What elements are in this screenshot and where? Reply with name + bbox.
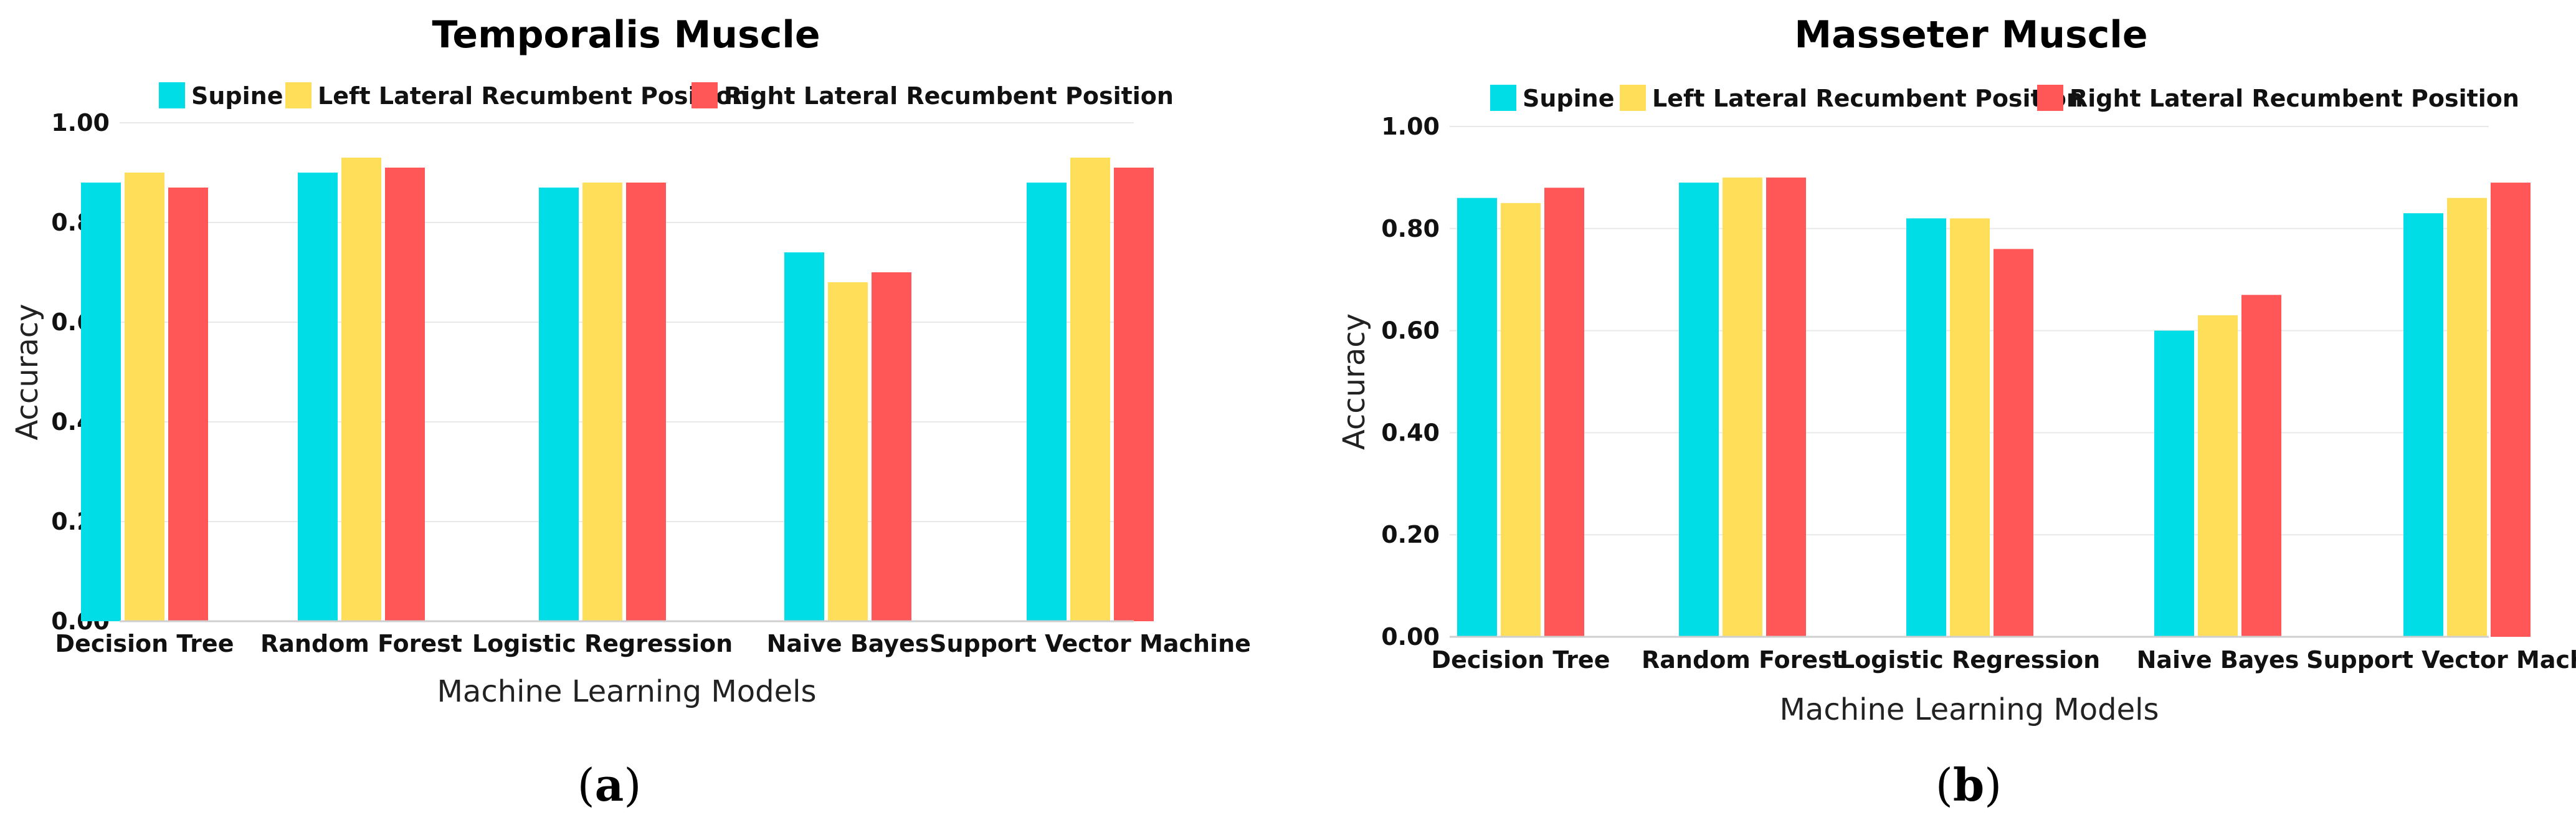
- legend-swatch: [1620, 85, 1646, 111]
- bar: [1766, 177, 1806, 637]
- legend-swatch: [2037, 85, 2063, 111]
- bar: [81, 183, 121, 621]
- bar: [872, 272, 911, 621]
- x-axis-label: Machine Learning Models: [1780, 692, 2159, 727]
- chart-panel-temporalis: Temporalis Muscle Supine Left Lateral Recu…: [10, 13, 1251, 811]
- bar: [1544, 188, 1584, 637]
- x-tick-label: Decision Tree: [55, 630, 234, 657]
- panel-letter: a: [595, 758, 624, 811]
- panel-caption: (a): [577, 758, 642, 811]
- bar: [1950, 218, 1990, 637]
- bar: [582, 183, 622, 621]
- legend-label: Right Lateral Recumbent Position: [724, 82, 1174, 110]
- y-tick-label: 0.80: [1381, 215, 1440, 242]
- x-tick-label: Support Vector Machine: [929, 630, 1251, 657]
- chart-title: Masseter Muscle: [1794, 13, 2147, 57]
- legend-item: Left Lateral Recumbent Position: [285, 82, 749, 110]
- bar: [2447, 198, 2487, 637]
- bar: [2491, 183, 2531, 637]
- x-tick-label: Naive Bayes: [2137, 646, 2299, 674]
- y-tick-label: 0.00: [1381, 623, 1440, 651]
- bar: [1679, 183, 1719, 637]
- legend-item: Supine: [159, 82, 283, 110]
- bar: [2154, 330, 2194, 637]
- bar: [784, 252, 824, 621]
- bar: [1501, 203, 1541, 637]
- bar: [125, 173, 164, 621]
- bar: [2241, 295, 2281, 637]
- legend-swatch: [285, 82, 311, 108]
- y-tick-label: 0.20: [1381, 521, 1440, 548]
- bar: [341, 158, 381, 621]
- y-axis-label: Accuracy: [1337, 313, 1372, 450]
- legend-label: Left Lateral Recumbent Position: [1652, 85, 2083, 112]
- y-tick-label: 1.00: [51, 109, 110, 136]
- x-tick-label: Naive Bayes: [767, 630, 929, 657]
- legend-swatch: [159, 82, 185, 108]
- bar: [168, 188, 208, 621]
- bar: [1114, 168, 1154, 621]
- y-tick-label: 0.60: [1381, 317, 1440, 345]
- bar: [539, 188, 579, 621]
- x-tick-label: Logistic Regression: [472, 630, 733, 657]
- chart-panel-masseter: Masseter Muscle Supine Left Lateral Recumb…: [1337, 13, 2576, 811]
- panel-caption: (b): [1936, 758, 2002, 811]
- y-axis-label: Accuracy: [10, 303, 45, 440]
- x-tick-label: Logistic Regression: [1840, 646, 2100, 674]
- bar: [1994, 249, 2033, 637]
- legend-item: Left Lateral Recumbent Position: [1620, 85, 2083, 112]
- legend-swatch: [1490, 85, 1516, 111]
- legend-item: Right Lateral Recumbent Position: [2037, 85, 2519, 112]
- panel-letter: b: [1953, 758, 1984, 811]
- bar: [1723, 177, 1762, 637]
- bar: [828, 282, 868, 621]
- x-axis-label: Machine Learning Models: [437, 674, 817, 709]
- bar: [1070, 158, 1110, 621]
- legend-label: Right Lateral Recumbent Position: [2070, 85, 2519, 112]
- bar: [385, 168, 425, 621]
- y-tick-label: 1.00: [1381, 113, 1440, 140]
- bar: [2403, 213, 2443, 637]
- x-tick-label: Random Forest: [1642, 646, 1843, 674]
- x-tick-label: Decision Tree: [1432, 646, 1610, 674]
- bar: [1457, 198, 1497, 637]
- x-tick-label: Support Vector Machine: [2306, 646, 2576, 674]
- bar: [626, 183, 666, 621]
- legend-label: Supine: [1523, 85, 1614, 112]
- legend-swatch: [692, 82, 718, 108]
- legend-item: Right Lateral Recumbent Position: [692, 82, 1174, 110]
- legend-label: Supine: [191, 82, 283, 110]
- bar: [2198, 315, 2238, 637]
- chart-title: Temporalis Muscle: [432, 13, 820, 57]
- bar: [1906, 218, 1946, 637]
- x-tick-label: Random Forest: [260, 630, 462, 657]
- legend-item: Supine: [1490, 85, 1614, 112]
- bar: [1027, 183, 1067, 621]
- y-tick-label: 0.40: [1381, 419, 1440, 446]
- bar: [298, 173, 338, 621]
- legend-label: Left Lateral Recumbent Position: [318, 82, 749, 110]
